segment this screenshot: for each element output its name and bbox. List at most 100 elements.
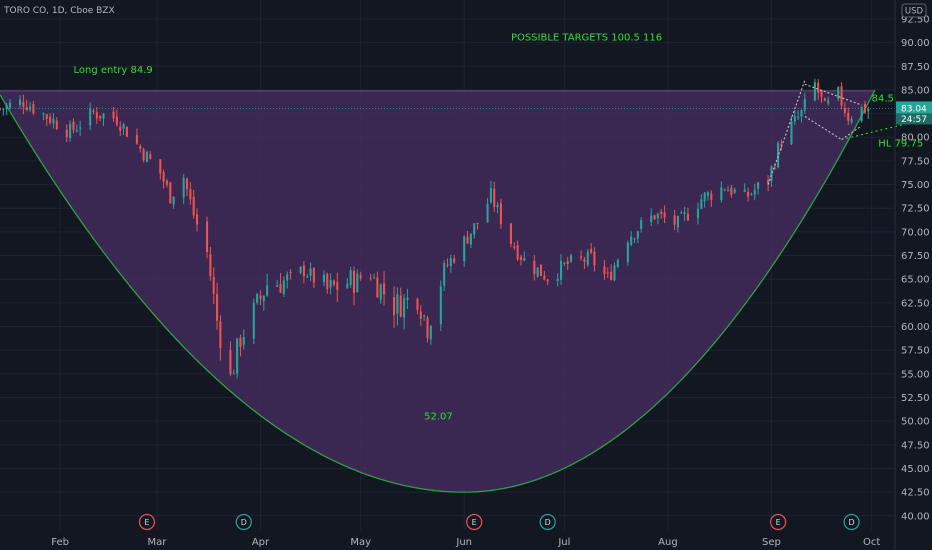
candle-body [566,261,569,264]
candle-body [539,264,543,276]
annotation-label: 52.07 [424,411,453,422]
earnings-badge[interactable] [770,513,787,531]
dividend-badge[interactable] [235,513,252,531]
candle-body [750,193,753,195]
price-axis[interactable]: 92.5090.0087.5085.0082.5080.0077.5075.00… [894,0,932,550]
candle-body [379,284,382,300]
candle-body [850,119,853,123]
candle-body [206,221,209,252]
candle-body [493,188,496,207]
x-tick-label: Sep [762,537,781,548]
earnings-badge[interactable] [138,513,156,531]
candle-body [486,203,489,223]
candle-body [25,107,28,110]
y-tick-label: 47.50 [901,440,930,451]
candle-body [773,167,776,169]
candle-body [182,178,185,198]
candle-body [189,189,192,200]
candle-body [282,280,285,294]
candle-body [95,112,98,119]
price-tag[interactable] [896,101,932,114]
candle-body [262,295,265,302]
y-tick-label: 62.50 [901,298,930,309]
candle-body [159,159,162,174]
dividend-badge[interactable] [843,513,860,531]
candle-body [817,82,820,93]
x-tick-label: Jun [455,537,472,548]
y-tick-label: 50.00 [901,417,930,428]
y-tick-label: 60.00 [901,322,930,333]
candle-body [496,204,499,208]
candle-body [606,272,609,274]
candle-body [610,271,613,280]
candle-body [65,129,68,138]
candle-body [102,113,105,119]
y-tick-label: 52.50 [901,393,930,404]
candle-body [843,108,846,113]
candle-body [302,265,305,276]
currency-button[interactable]: USD [901,3,927,18]
candle-body [369,278,372,280]
candle-body [439,286,442,325]
annotation-label: Long entry 84.9 [73,65,152,76]
candle-body [706,192,710,196]
candle-body [423,315,426,317]
candle-body [793,116,796,122]
candle-body [827,100,830,104]
candle-body [69,123,72,139]
y-tick-label: 67.50 [901,251,930,262]
candle-body [299,266,302,273]
candle-body [583,259,586,262]
earnings-badge[interactable] [466,513,483,531]
candle-body [403,297,406,318]
candle-body [172,196,175,205]
candle-body [837,86,840,99]
candle-body [242,337,245,345]
annotation-label: HL 79.75 [878,139,923,150]
cup-fill [0,90,875,493]
candle-body [586,251,589,265]
candle-body [236,338,239,374]
candle-body [466,236,469,244]
time-axis[interactable]: Feb Mar Apr May Jun Jul Aug Sep Oct [51,537,880,548]
candle-body [570,255,573,262]
candle-body [22,101,25,107]
annotations: Long entry 84.9 POSSIBLE TARGETS 100.5 11… [73,33,923,423]
candle-body [115,116,118,125]
candle-body [449,258,452,266]
candle-body [613,265,616,281]
candle-body [443,263,446,286]
candle-body [185,178,189,190]
annotation-label: 84.5 [872,93,894,104]
candle-body [696,208,700,219]
candle-body [139,146,142,149]
x-tick-label: Apr [252,537,270,548]
candle-body [312,268,315,283]
candle-body [777,143,780,168]
candle-body [757,182,760,189]
y-tick-label: 75.00 [901,180,930,191]
candle-body [730,187,733,195]
candle-body [332,280,335,285]
candle-body [840,86,843,106]
candle-body [219,321,222,348]
candle-body [322,274,325,282]
candle-body [683,212,686,214]
candle-body [767,180,770,184]
candle-body [192,196,195,216]
candle-body [469,233,472,245]
x-tick-label: Aug [658,537,678,548]
pennant-lower-line [841,125,862,141]
candle-body [2,108,5,110]
candle-body [770,166,773,182]
candle-body [396,294,399,314]
candle-body [640,219,643,229]
candle-body [446,264,449,266]
candle-body [349,270,352,285]
dividend-badge[interactable] [539,513,556,531]
candle-body [352,270,356,293]
candle-body [453,258,456,263]
candle-body [162,172,165,182]
candle-body [239,337,242,347]
